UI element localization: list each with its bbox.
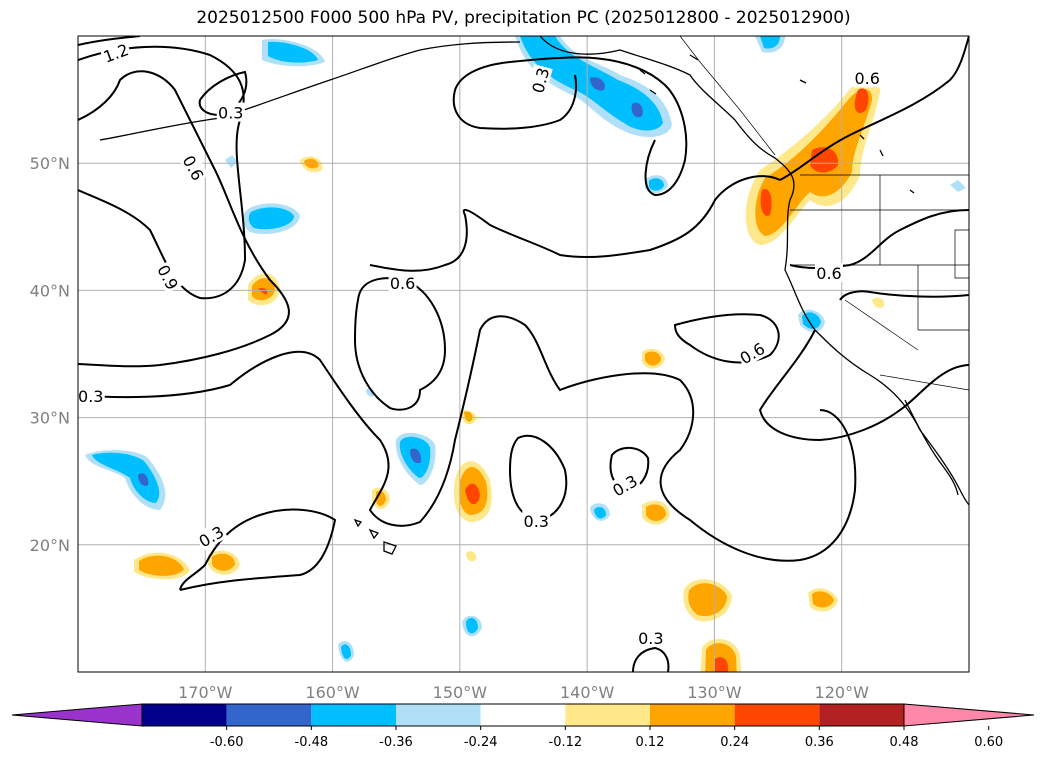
pv-contour-east	[839, 290, 969, 301]
lon-tick-label: 150°W	[433, 683, 488, 702]
pv-contour-0.6-sw	[758, 329, 969, 442]
colorbar: -0.60 -0.48 -0.36 -0.24 -0.12 0.12 0.24 0.36 0.4…	[11, 703, 1035, 750]
contour-label-bg	[636, 627, 665, 647]
coastline-islands	[639, 54, 915, 194]
contour-label-bg	[388, 273, 417, 293]
lat-tick-label: 40°N	[30, 281, 70, 300]
contour-label: 0.3	[638, 629, 663, 648]
colorbar-extend-low	[11, 703, 143, 727]
lon-tick-label: 140°W	[560, 683, 615, 702]
contour-label-bg	[607, 469, 642, 501]
colorbar-extend-high	[903, 703, 1035, 727]
pv-contour-1.2	[78, 36, 141, 46]
coastlines	[99, 36, 969, 555]
contour-label-group: 0.3	[636, 627, 665, 648]
colorbar-tick-label: -0.24	[464, 735, 498, 750]
colorbar-segment	[480, 704, 566, 726]
precip-neg-west	[85, 450, 166, 510]
pv-contour-0.3-loop2	[609, 446, 650, 492]
alaska-canada-border	[679, 36, 776, 156]
contour-label-bg	[734, 337, 769, 368]
colorbar-tick-label: -0.60	[210, 735, 244, 750]
colorbar-segment	[650, 704, 735, 726]
contour-label-group: 0.6	[814, 262, 843, 283]
contour-label: 0.6	[854, 69, 879, 88]
coastline-baja	[904, 399, 959, 496]
coastline-west-coast	[774, 157, 969, 506]
pv-contour-0.3-south	[632, 646, 670, 672]
map-gridlines	[78, 36, 969, 672]
contour-label-bg	[153, 260, 184, 294]
lon-tick-label: 170°W	[178, 683, 233, 702]
contour-label-group: 0.3	[76, 386, 105, 406]
lat-tick-label: 20°N	[30, 536, 70, 555]
colorbar-tick-label: -0.36	[379, 735, 413, 750]
colorbar-outline	[141, 703, 905, 727]
pv-contour-0.3-west	[78, 315, 857, 562]
pv-contour-labels: 1.20.30.60.9 0.60.30.3 0.60.60.60.30.30.30…	[76, 38, 882, 648]
mexico-border	[879, 374, 969, 391]
colorbar-segment	[734, 704, 820, 726]
colorbar-tick-label: 0.36	[805, 735, 834, 750]
colorbar-tick-label: 0.60	[974, 735, 1003, 750]
colorbar-tick-label: 0.48	[890, 735, 919, 750]
contour-label-bg	[194, 520, 228, 552]
lat-tick-label: 30°N	[30, 409, 70, 428]
lon-tick-label: 160°W	[305, 683, 360, 702]
coastline-alaska	[99, 36, 776, 159]
pv-contour-0.3-north	[452, 56, 688, 197]
colorbar-segment	[311, 704, 396, 726]
pv-contour-0.6-nw	[78, 70, 290, 368]
contour-label-group: 0.3	[522, 510, 551, 531]
contour-label-bg	[853, 68, 882, 88]
contour-label: 0.3	[78, 387, 103, 406]
precip-pos-149w-23n	[453, 461, 492, 522]
precip-neg-hawaii	[395, 432, 436, 485]
colorbar-tick-label: 0.12	[636, 735, 665, 750]
contour-label-group: 0.3	[216, 102, 245, 123]
contour-label-bg	[527, 64, 553, 97]
contour-label: 0.6	[816, 264, 841, 283]
contour-label: 0.3	[524, 512, 549, 531]
contour-label-bg	[522, 510, 551, 530]
precip-neg-164w-45n	[243, 203, 300, 235]
lat-tick-label: 50°N	[30, 154, 70, 173]
map-frame	[77, 35, 970, 673]
contour-label-group: 0.6	[388, 273, 417, 293]
colorbar-tick-label: 0.24	[720, 735, 749, 750]
colorbar-tick-label: -0.12	[549, 735, 583, 750]
contour-label-bg	[99, 38, 133, 67]
pv-contour-0.6-ne	[779, 36, 969, 181]
precip-neg-small	[225, 155, 966, 662]
lon-tick-label: 130°W	[687, 683, 742, 702]
colorbar-tick-label: -0.48	[295, 735, 329, 750]
contour-label: 0.3	[218, 104, 243, 123]
colorbar-segment	[396, 704, 481, 726]
axis-tick-labels: 170°W 160°W 150°W 140°W 130°W 120°W 50°N 40°N 30…	[30, 154, 869, 702]
contour-label-bg	[814, 262, 843, 282]
pv-contour-0.6-loop	[673, 313, 780, 364]
contour-label-group: 1.2	[99, 38, 133, 67]
contour-label: 0.6	[390, 274, 415, 293]
precip-pos-nw-coast	[745, 78, 880, 245]
map-title: 2025012500 F000 500 hPa PV, precipitatio…	[196, 8, 851, 28]
contour-label-group: 0.6	[853, 68, 882, 88]
contour-label-bg	[76, 386, 105, 406]
pv-contour-0.3-nw	[198, 70, 248, 117]
coastline-hawaii	[353, 518, 397, 555]
colorbar-segment	[226, 704, 312, 726]
contour-label-bg	[216, 102, 245, 122]
colorbar-segment	[142, 704, 227, 726]
precip-pos-small	[134, 297, 885, 672]
lon-tick-label: 120°W	[815, 683, 870, 702]
precip-neg-alaska-gulf	[262, 36, 785, 137]
colorbar-segment	[819, 704, 904, 726]
political-boundaries	[679, 36, 969, 391]
pv-contour-0.3-southwest	[179, 508, 337, 591]
state-boundaries	[790, 175, 969, 351]
contour-label-bg	[178, 150, 209, 185]
colorbar-segment	[565, 704, 650, 726]
